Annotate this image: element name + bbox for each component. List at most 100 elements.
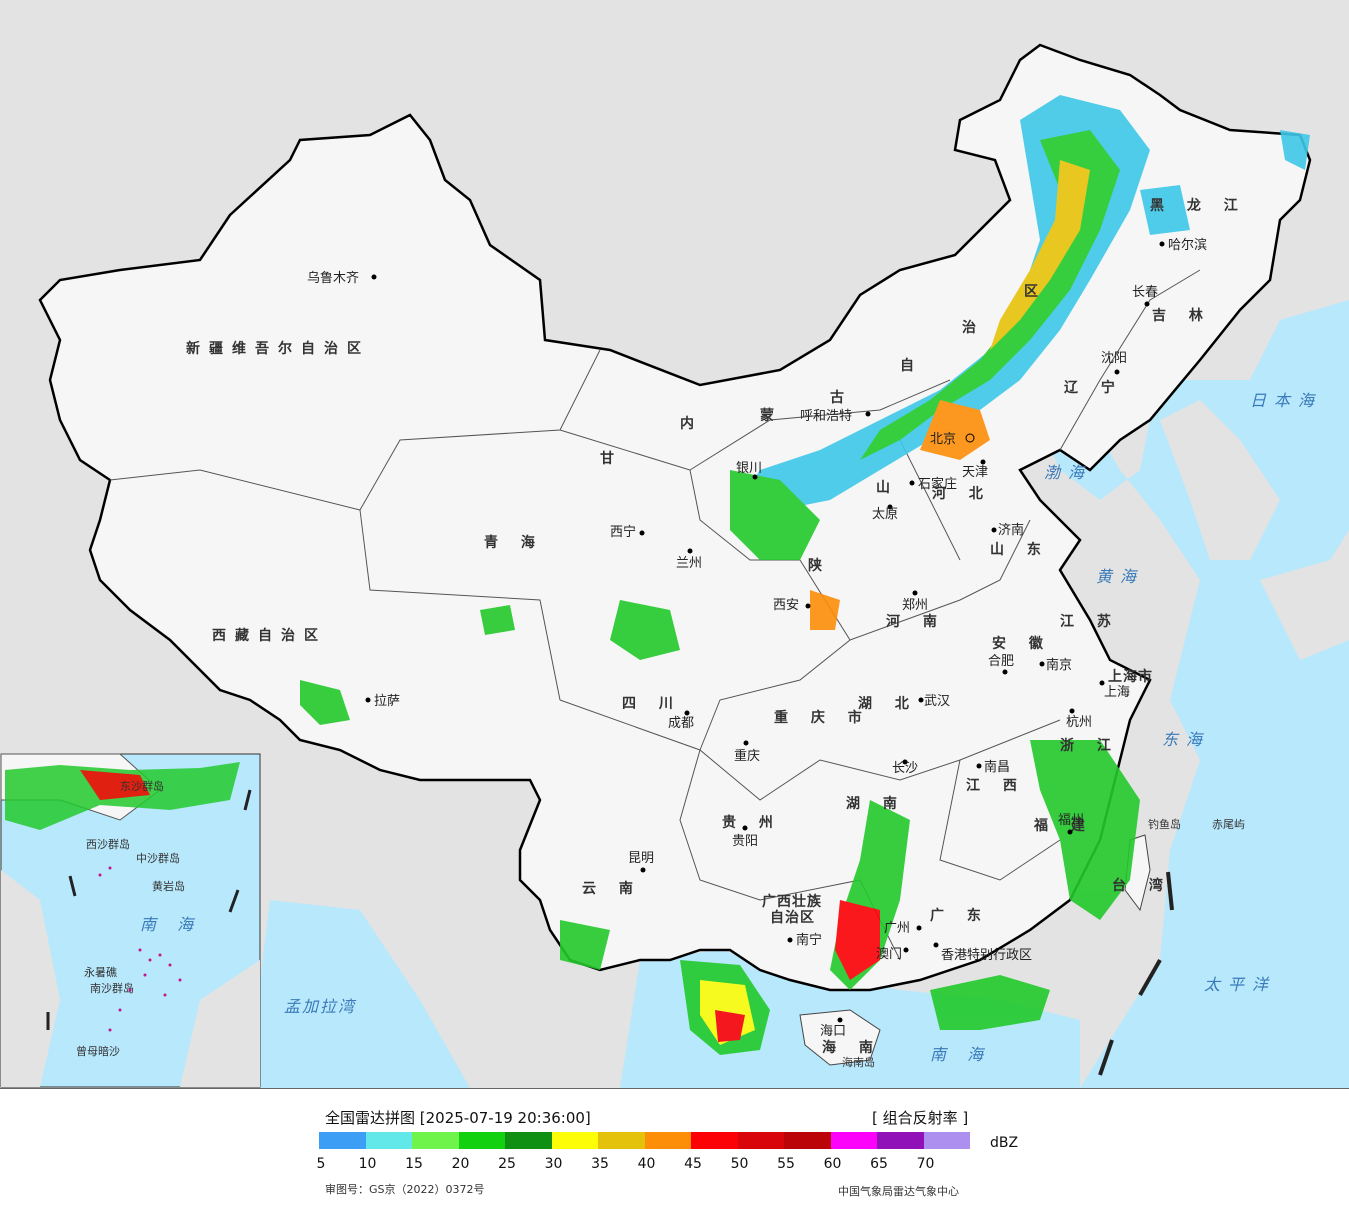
sea-south: 南 海 <box>930 1045 991 1064</box>
island-chiwei: 赤尾屿 <box>1212 818 1245 831</box>
inset-label-nansha: 南沙群岛 <box>90 981 134 995</box>
legend-swatch <box>737 1132 784 1149</box>
city-hefei: 合肥 <box>988 654 1014 669</box>
korea-land <box>1160 400 1280 560</box>
city-shanghai: 上海 <box>1104 685 1130 700</box>
region-sichuan: 四 川 <box>622 696 682 712</box>
legend-swatch <box>505 1132 552 1149</box>
city-lhasa: 拉萨 <box>374 694 400 709</box>
region-guizhou: 贵 州 <box>722 814 782 831</box>
region-neimeng-2: 蒙 <box>760 407 783 424</box>
map-canvas: 新疆维吾尔自治区 西藏自治区 青 海 甘 四 川 云 南 贵 州 广西壮族 自治… <box>0 0 1349 1088</box>
region-neimeng-5: 治 <box>962 319 985 336</box>
region-hunan: 湖 南 <box>846 795 906 812</box>
city-taiyuan: 太原 <box>872 507 898 522</box>
radar-echoes <box>300 95 1310 1055</box>
legend-tick-label: 50 <box>730 1156 749 1172</box>
region-hainan: 海 南 <box>822 1039 882 1056</box>
japan-land <box>1260 530 1349 660</box>
legend-tick-label: 45 <box>684 1156 702 1172</box>
legend-swatch <box>877 1132 924 1149</box>
legend-swatch <box>691 1132 738 1149</box>
legend-tick-label: 25 <box>498 1156 516 1172</box>
city-lanzhou: 兰州 <box>676 556 702 571</box>
maritime-boundary <box>1098 871 1174 1076</box>
legend-credit: 中国气象局雷达气象中心 <box>838 1185 959 1198</box>
city-labels: 乌鲁木齐 拉萨 西宁 兰州 银川 呼和浩特 北京 天津 石家庄 太原 济南 郑州… <box>307 237 1207 1039</box>
legend-panel: 全国雷达拼图 [2025-07-19 20:36:00] [ 组合反射率 ] 5… <box>0 1088 1349 1209</box>
city-haikou: 海口 <box>820 1024 846 1039</box>
city-shijiazhuang: 石家庄 <box>918 476 957 492</box>
sea-yellow: 黄海 <box>1096 567 1144 586</box>
region-taiwan: 台 湾 <box>1112 877 1172 894</box>
inset-label-dongsha: 东沙群岛 <box>120 779 164 793</box>
region-xizang: 西藏自治区 <box>212 627 327 644</box>
city-nanning: 南宁 <box>796 932 822 948</box>
city-beijing: 北京 <box>930 432 956 447</box>
china-mainland <box>38 43 1312 992</box>
legend-swatch <box>551 1132 598 1149</box>
legend-swatch <box>923 1132 970 1149</box>
legend-swatch <box>458 1132 505 1149</box>
city-xian: 西安 <box>773 598 799 613</box>
region-neimeng-1: 内 <box>680 415 703 432</box>
inset-label-zhongsha: 中沙群岛 <box>136 851 180 865</box>
region-heilongjiang: 黑 龙 江 <box>1150 197 1247 214</box>
city-fuzhou: 福州 <box>1058 813 1084 828</box>
city-chengdu: 成都 <box>668 716 694 731</box>
city-guangzhou: 广州 <box>884 921 910 936</box>
sea-pacific: 太平洋 <box>1204 975 1276 994</box>
sea-labels: 日本海 渤海 黄海 东海 太平洋 南 海 孟加拉湾 <box>284 391 1322 1064</box>
city-wuhan: 武汉 <box>924 694 950 709</box>
legend-swatch <box>598 1132 645 1149</box>
city-changchun: 长春 <box>1132 285 1158 300</box>
region-shanghai: 上海市 <box>1108 668 1153 685</box>
legend-swatch <box>365 1132 412 1149</box>
sea-bohai: 渤海 <box>1044 463 1092 482</box>
legend-tick-label: 60 <box>823 1156 842 1172</box>
legend-unit: dBZ <box>990 1135 1019 1151</box>
region-labels: 新疆维吾尔自治区 西藏自治区 青 海 甘 四 川 云 南 贵 州 广西壮族 自治… <box>186 197 1247 1056</box>
sea-japan: 日本海 <box>1250 391 1322 410</box>
city-chongqing: 重庆 <box>734 748 760 764</box>
island-labels: 钓鱼岛 赤尾屿 海南岛 <box>842 817 1245 1069</box>
south-sea-inset: 中沙群岛 西沙群岛 东沙群岛 黄岩岛 永暑礁 南沙群岛 曾母暗沙 南 海 <box>0 753 261 1088</box>
city-hohhot: 呼和浩特 <box>800 409 852 424</box>
legend-tick-label: 35 <box>591 1156 609 1172</box>
region-hubei: 湖 北 <box>858 696 918 712</box>
legend-tick-label: 15 <box>405 1156 423 1172</box>
region-liaoning: 辽 宁 <box>1064 379 1124 396</box>
city-kunming: 昆明 <box>628 851 654 866</box>
city-nanchang: 南昌 <box>984 759 1010 775</box>
legend-tick-label: 55 <box>777 1156 795 1172</box>
region-fujian: 福 建 <box>1033 817 1094 834</box>
city-yinchuan: 银川 <box>736 461 762 476</box>
city-jinan: 济南 <box>998 522 1024 538</box>
island-hainan: 海南岛 <box>842 1055 875 1069</box>
city-harbin: 哈尔滨 <box>1168 237 1207 253</box>
city-macao: 澳门 <box>876 946 902 962</box>
city-nanjing: 南京 <box>1046 657 1072 673</box>
region-shaanxi: 陕 <box>808 557 831 574</box>
legend-tick-label: 65 <box>870 1156 888 1172</box>
inset-label-xisha: 西沙群岛 <box>86 837 130 851</box>
region-henan: 河 南 <box>886 613 946 630</box>
sea-east: 东海 <box>1162 730 1210 749</box>
legend-tick-label: 30 <box>544 1156 563 1172</box>
legend-tick-label: 5 <box>316 1156 326 1172</box>
inset-label-yongshu: 永暑礁 <box>84 965 117 979</box>
legend-ticks: 5 10 15 20 25 30 35 40 45 50 55 60 65 70 <box>316 1156 939 1174</box>
bengal-water <box>260 900 470 1088</box>
sea-bengal: 孟加拉湾 <box>284 997 357 1016</box>
region-jilin: 吉 林 <box>1152 307 1212 324</box>
radar-map: 新疆维吾尔自治区 西藏自治区 青 海 甘 四 川 云 南 贵 州 广西壮族 自治… <box>0 0 1349 1088</box>
legend-product: [ 组合反射率 ] <box>872 1109 969 1127</box>
map-approval-number: 审图号：GS京（2022）0372号 <box>325 1183 485 1196</box>
city-tianjin: 天津 <box>962 465 988 480</box>
region-chongqing: 重 庆 市 <box>774 709 871 726</box>
legend-tick-label: 10 <box>358 1156 377 1172</box>
legend-title: 全国雷达拼图 [2025-07-19 20:36:00] <box>325 1109 591 1127</box>
region-shandong: 山 东 <box>990 541 1050 558</box>
region-qinghai: 青 海 <box>484 534 544 551</box>
region-shanxi: 山 <box>876 480 899 496</box>
